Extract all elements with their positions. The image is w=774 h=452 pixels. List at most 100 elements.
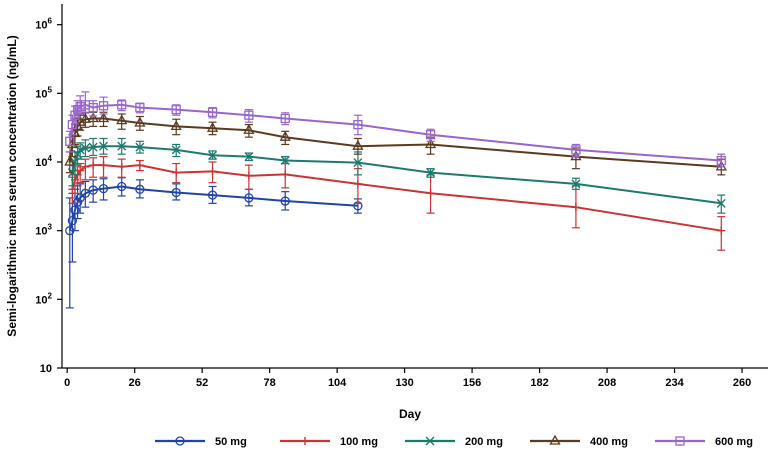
data-point	[75, 101, 85, 112]
y-tick-label-base: 10	[35, 88, 47, 100]
data-point	[352, 139, 364, 150]
data-point	[81, 162, 90, 171]
data-point	[716, 155, 726, 166]
data-point	[280, 113, 290, 124]
data-point	[116, 114, 128, 125]
y-axis-title: Semi-logarithmic mean serum concentratio…	[5, 35, 19, 336]
data-point	[244, 110, 254, 120]
data-point	[134, 116, 146, 127]
y-tick-label: 103	[35, 223, 52, 238]
data-point	[171, 187, 181, 198]
data-point	[80, 143, 90, 153]
data-point	[87, 112, 99, 123]
data-point	[70, 110, 80, 120]
series-line	[68, 103, 722, 162]
data-point	[208, 167, 217, 176]
data-point	[570, 150, 582, 161]
data-point	[65, 226, 75, 236]
y-tick-label-base: 10	[35, 157, 47, 169]
legend-item: 50 mg	[155, 436, 247, 448]
data-point	[97, 112, 110, 123]
y-tick-label: 104	[35, 154, 52, 169]
y-tick-label-exponent: 6	[48, 17, 53, 26]
data-point	[88, 142, 98, 152]
x-tick-label: 0	[64, 377, 70, 389]
legend-label: 100 mg	[340, 436, 378, 448]
data-point	[67, 215, 78, 226]
x-tick-label: 156	[463, 377, 481, 389]
data-point	[280, 156, 290, 166]
legend-item: 400 mg	[530, 434, 628, 448]
data-point	[98, 101, 109, 111]
data-point	[64, 155, 76, 166]
data-point	[135, 184, 145, 194]
data-point	[353, 179, 362, 188]
data-point	[426, 168, 436, 178]
legend-label: 200 mg	[465, 436, 503, 448]
data-point	[65, 136, 75, 146]
legend-item: 100 mg	[280, 436, 378, 448]
y-tick-label-base: 10	[35, 20, 47, 32]
series-line	[71, 164, 722, 232]
data-point	[88, 102, 98, 113]
plot-area	[64, 91, 727, 309]
data-point	[117, 141, 127, 151]
legend-marker	[425, 436, 435, 446]
y-tick-label-exponent: 5	[48, 85, 53, 94]
y-tick-label-base: 10	[40, 363, 52, 375]
series-100-mg	[68, 155, 726, 251]
x-axis-title: Day	[399, 407, 421, 421]
data-point	[279, 130, 291, 141]
y-tick-label: 10	[40, 363, 52, 375]
data-point	[244, 193, 254, 203]
data-point	[117, 181, 127, 192]
data-point	[206, 121, 219, 132]
data-point	[135, 161, 144, 170]
data-point	[717, 226, 726, 235]
legend-marker	[549, 434, 561, 445]
data-point	[76, 166, 85, 175]
x-tick-label: 208	[598, 377, 616, 389]
data-point	[172, 168, 181, 177]
x-tick-label: 260	[733, 377, 751, 389]
series-50-mg	[65, 177, 363, 309]
data-point	[208, 150, 218, 160]
data-point	[117, 100, 127, 110]
series-line	[68, 185, 358, 231]
data-point	[135, 142, 145, 152]
y-tick-label: 102	[35, 291, 52, 306]
data-point	[79, 112, 91, 123]
series-400-mg	[64, 111, 727, 176]
data-point	[715, 160, 727, 171]
data-point	[67, 119, 78, 130]
x-tick-label: 234	[665, 377, 684, 389]
data-point	[716, 198, 726, 208]
data-point	[88, 185, 98, 195]
x-tick-label: 52	[196, 377, 208, 389]
data-point	[171, 145, 181, 155]
y-tick-label-exponent: 2	[48, 291, 53, 300]
y-tick-label: 106	[35, 17, 52, 32]
data-point	[571, 203, 580, 212]
data-point	[280, 196, 290, 206]
data-point	[353, 158, 363, 168]
legend-marker	[675, 436, 685, 446]
legend-marker	[175, 436, 185, 446]
data-point	[99, 161, 108, 170]
y-tick-label-base: 10	[35, 226, 47, 238]
data-point	[89, 161, 98, 170]
data-point	[207, 190, 218, 200]
legend-item: 200 mg	[405, 436, 503, 448]
x-ticks: 0 26 52 78 104 130 156 182 208 234 260	[64, 368, 751, 389]
x-tick-label: 104	[328, 377, 347, 389]
axes	[61, 4, 768, 369]
legend-label: 50 mg	[215, 436, 247, 448]
x-tick-label: 130	[395, 377, 413, 389]
data-point	[207, 107, 218, 117]
data-point	[72, 104, 83, 115]
legend-marker	[301, 437, 309, 445]
data-point	[571, 179, 581, 189]
data-point	[170, 120, 182, 131]
